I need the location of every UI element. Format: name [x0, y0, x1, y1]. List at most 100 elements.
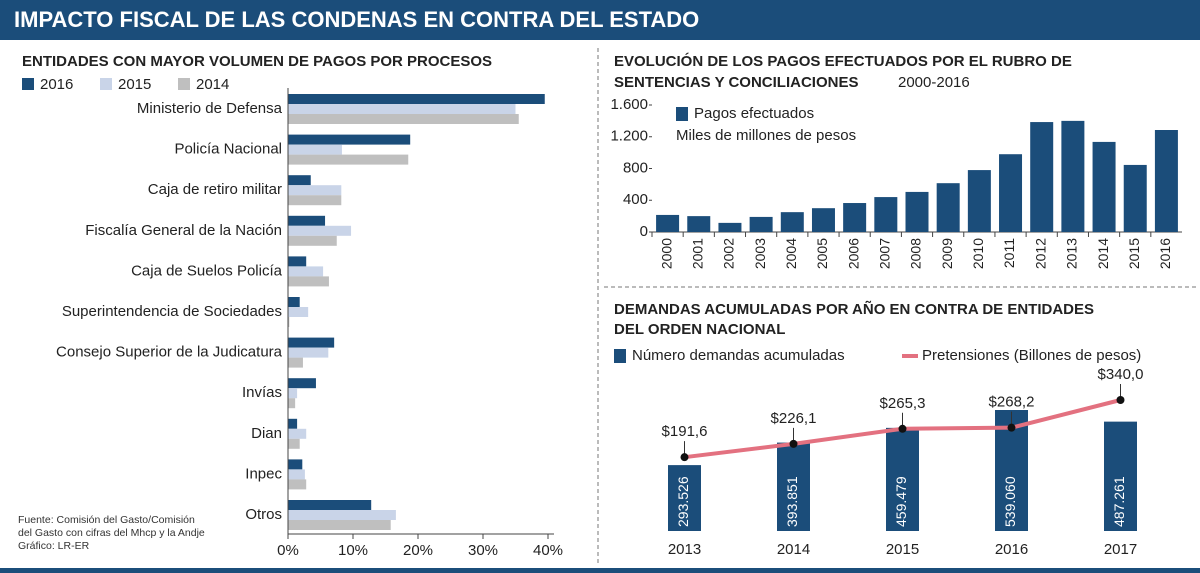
bar [288, 378, 316, 389]
bar [811, 208, 835, 232]
category-label: Caja de Suelos Policía [131, 262, 283, 279]
x-tick-label: 40% [533, 542, 563, 559]
bar [288, 469, 305, 480]
bar [288, 479, 307, 490]
bar [777, 442, 810, 531]
legend-label: Pagos efectuados [694, 105, 814, 122]
x-tick-label: 2014 [1095, 238, 1111, 269]
chart-title: ENTIDADES CON MAYOR VOLUMEN DE PAGOS POR… [22, 53, 492, 70]
legend-swatch [178, 78, 190, 90]
bar [288, 144, 342, 155]
bar [288, 418, 298, 429]
source-line: Fuente: Comisión del Gasto/Comisión [18, 514, 195, 526]
category-label: Invías [242, 384, 282, 401]
bar-value-label: 393.851 [784, 476, 800, 527]
x-tick-label: 2005 [814, 238, 830, 269]
bar [288, 297, 300, 307]
bar [288, 398, 296, 409]
bar-value-label: 487.261 [1111, 476, 1127, 527]
bar-value-label: 459.479 [893, 476, 909, 527]
bar [288, 94, 545, 104]
x-tick-label: 2016 [995, 541, 1028, 558]
bar [288, 235, 337, 246]
chart-title: DEL ORDEN NACIONAL [614, 321, 785, 338]
category-label: Inpec [245, 465, 282, 482]
bar [1061, 120, 1085, 232]
category-label: Ministerio de Defensa [137, 100, 283, 117]
bar [288, 195, 342, 206]
bar [288, 347, 329, 358]
bar [843, 203, 867, 232]
x-tick-label: 2009 [939, 238, 955, 269]
x-tick-label: 2013 [1064, 238, 1080, 269]
bar [656, 214, 680, 232]
y-tick-label: 1.600 [610, 96, 648, 113]
legend-swatch [614, 349, 626, 363]
chart-subtitle: 2000-2016 [898, 74, 970, 91]
bar [288, 510, 396, 520]
chart-title: DEMANDAS ACUMULADAS POR AÑO EN CONTRA DE… [614, 300, 1094, 318]
legend-swatch [100, 78, 112, 90]
bar [288, 256, 307, 267]
bar [1092, 141, 1116, 232]
bar [1154, 130, 1178, 232]
bar [288, 225, 352, 236]
x-tick-label: 2000 [658, 238, 674, 269]
bar [288, 134, 411, 145]
point-value-label: $191,6 [662, 423, 708, 440]
bar [288, 175, 311, 186]
bar [668, 465, 701, 531]
unit-label: Miles de millones de pesos [676, 127, 856, 144]
bar [288, 266, 324, 277]
x-tick-label: 2015 [886, 541, 919, 558]
header-title: IMPACTO FISCAL DE LAS CONDENAS EN CONTRA… [14, 7, 699, 32]
y-tick-label: 0 [640, 223, 648, 240]
category-label: Caja de retiro militar [148, 181, 282, 198]
x-tick-label: 2001 [689, 238, 705, 269]
bar [288, 428, 307, 439]
bar [999, 154, 1023, 232]
bar [288, 337, 335, 348]
x-tick-label: 2013 [668, 541, 701, 558]
source: Fuente: Comisión del Gasto/Comisión del … [18, 514, 205, 553]
legend-swatch [676, 107, 688, 121]
category-label: Fiscalía General de la Nación [85, 222, 282, 239]
bar [749, 216, 773, 232]
bar [288, 438, 300, 449]
header-bar [0, 0, 1200, 40]
bar-value-label: 293.526 [675, 476, 691, 527]
point-value-label: $265,3 [880, 395, 926, 412]
legend-label: 2015 [118, 76, 151, 93]
point [898, 424, 907, 433]
x-tick-label: 2002 [721, 238, 737, 269]
bar [288, 276, 329, 287]
bar [780, 212, 804, 232]
source-line: del Gasto con cifras del Mhcp y la Andje [18, 527, 205, 539]
point-value-label: $226,1 [771, 410, 817, 427]
x-tick-label: 20% [403, 542, 433, 559]
point [680, 453, 689, 462]
bar [936, 183, 960, 232]
point-value-label: $268,2 [989, 394, 1035, 411]
bar [874, 197, 898, 232]
point [1007, 423, 1016, 432]
bar [1123, 164, 1147, 232]
x-tick-label: 10% [338, 542, 368, 559]
legend-label: Número demandas acumuladas [632, 347, 845, 364]
bar [288, 388, 298, 399]
chart-title: SENTENCIAS Y CONCILIACIONES [614, 74, 858, 91]
chart-title: EVOLUCIÓN DE LOS PAGOS EFECTUADOS POR EL… [614, 52, 1072, 70]
x-tick-label: 2010 [970, 238, 986, 269]
category-label: Otros [245, 506, 282, 523]
x-tick-label: 0% [277, 542, 299, 559]
x-tick-label: 2008 [908, 238, 924, 269]
legend-label: Pretensiones (Billones de pesos) [922, 347, 1141, 364]
x-tick-label: 2006 [845, 238, 861, 269]
bar [288, 520, 391, 530]
bar [718, 222, 742, 232]
x-tick-label: 2017 [1104, 541, 1137, 558]
category-label: Consejo Superior de la Judicatura [56, 344, 283, 361]
bar [288, 459, 303, 470]
x-tick-label: 30% [468, 542, 498, 559]
